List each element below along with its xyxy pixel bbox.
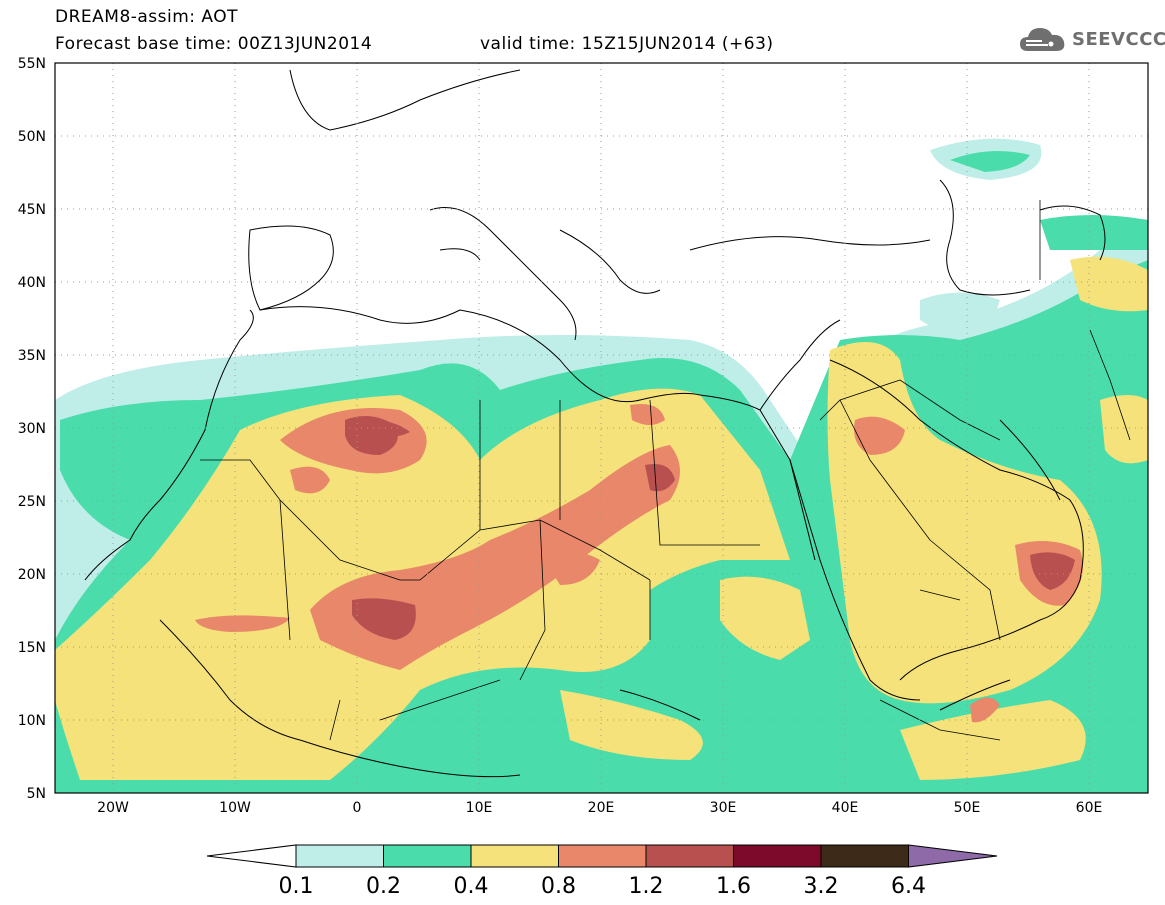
lat-label: 40N xyxy=(18,275,46,291)
lon-label: 40E xyxy=(832,800,859,816)
forecast-base-time: Forecast base time: 00Z13JUN2014 xyxy=(55,34,373,54)
lon-label: 60E xyxy=(1076,800,1103,816)
colorbar-high-arrow xyxy=(908,844,998,868)
colorbar-label: 3.2 xyxy=(804,874,839,899)
colorbar-label: 0.8 xyxy=(541,874,576,899)
colorbar-swatch xyxy=(820,844,909,868)
colorbar-label: 0.1 xyxy=(279,874,314,899)
map-frame xyxy=(54,62,1149,794)
lon-label: 30E xyxy=(710,800,737,816)
colorbar-swatch xyxy=(733,844,822,868)
logo-text: SEEVCCC xyxy=(1072,28,1165,50)
colorbar-label: 0.4 xyxy=(454,874,489,899)
longitude-axis: 20W 10W 0 10E 20E 30E 40E 50E 60E xyxy=(97,800,1102,816)
colorbar-label: 1.2 xyxy=(629,874,664,899)
coastlines xyxy=(84,69,1106,778)
map-title: DREAM8-assim: AOT xyxy=(55,7,239,27)
lat-label: 35N xyxy=(18,348,46,364)
lat-label: 25N xyxy=(18,494,46,510)
lat-label: 55N xyxy=(18,56,46,72)
country-borders xyxy=(200,200,1131,741)
valid-time: valid time: 15Z15JUN2014 (+63) xyxy=(480,34,774,54)
colorbar-swatch xyxy=(295,844,384,868)
lon-label: 20W xyxy=(97,800,129,816)
lat-label: 10N xyxy=(18,713,46,729)
aot-level-1.2 xyxy=(345,416,1075,640)
latitude-axis: 55N 50N 45N 40N 35N 30N 25N 20N 15N 10N … xyxy=(18,56,46,802)
lat-label: 50N xyxy=(18,129,46,145)
lat-label: 30N xyxy=(18,421,46,437)
lon-label: 10W xyxy=(219,800,251,816)
map-grid xyxy=(55,63,1148,793)
lon-label: 0 xyxy=(353,800,362,816)
lat-label: 45N xyxy=(18,202,46,218)
colorbar: 0.1 0.2 0.4 0.8 1.2 1.6 3.2 6.4 xyxy=(206,844,998,899)
colorbar-swatch xyxy=(645,844,734,868)
colorbar-label: 6.4 xyxy=(891,874,926,899)
lon-label: 50E xyxy=(954,800,981,816)
colorbar-swatch xyxy=(383,844,472,868)
lon-label: 20E xyxy=(588,800,615,816)
lon-label: 10E xyxy=(466,800,493,816)
cloud-icon xyxy=(1020,28,1065,51)
colorbar-swatch xyxy=(470,844,559,868)
colorbar-low-arrow xyxy=(206,844,297,868)
colorbar-label: 0.2 xyxy=(366,874,401,899)
colorbar-label: 1.6 xyxy=(716,874,751,899)
lat-label: 5N xyxy=(27,786,46,802)
lat-label: 15N xyxy=(18,640,46,656)
lat-label: 20N xyxy=(18,567,46,583)
colorbar-swatch xyxy=(558,844,647,868)
seevccc-logo: SEEVCCC xyxy=(1018,22,1165,56)
